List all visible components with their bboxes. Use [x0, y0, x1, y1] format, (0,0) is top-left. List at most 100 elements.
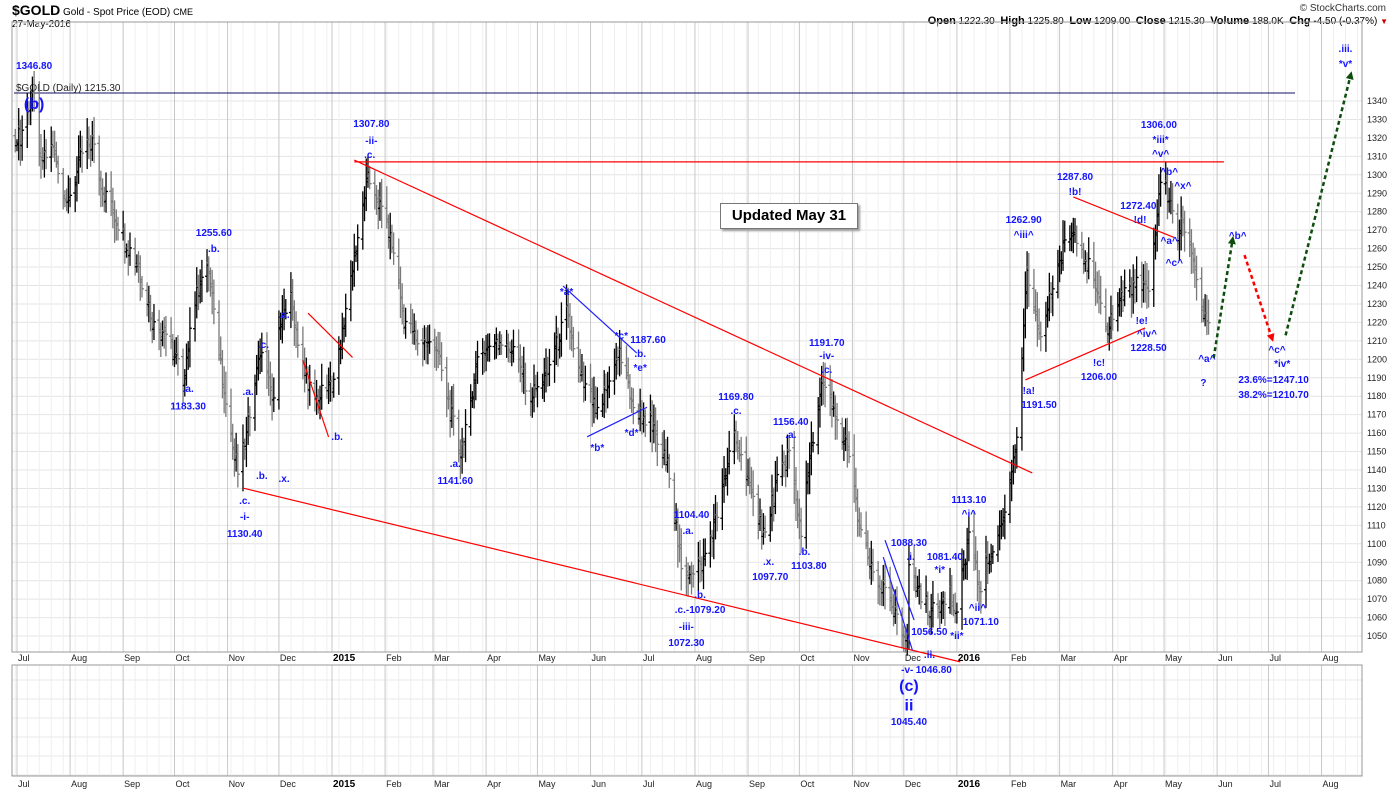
ohlc-bar	[391, 232, 396, 265]
x-tick-label: Nov	[853, 653, 870, 663]
ohlc-bar	[1182, 210, 1187, 252]
x-tick-label: Jun	[592, 653, 607, 663]
ohlc-bar	[1122, 269, 1127, 307]
y-tick-label: 1240	[1367, 281, 1387, 291]
wave-label: -i-	[240, 512, 249, 523]
trendline	[882, 556, 913, 651]
wave-label: .b.	[694, 590, 706, 601]
x-tick-label: May	[538, 653, 556, 663]
x-tick-label: Sep	[124, 653, 140, 663]
ohlc-bar	[187, 307, 192, 368]
ohlc-bar	[715, 502, 720, 532]
wave-label: (b)	[24, 96, 44, 113]
ohlc-bar	[739, 436, 744, 471]
y-tick-label: 1210	[1367, 336, 1387, 346]
ohlc-bar	[1206, 299, 1211, 335]
wave-label: 1262.90	[1006, 215, 1043, 226]
ohlc-bar	[703, 538, 708, 567]
ohlc-bar	[942, 591, 947, 626]
ohlc-bar	[859, 512, 864, 538]
ohlc-bar	[56, 155, 61, 184]
y-tick-label: 1290	[1367, 188, 1387, 198]
ohlc-bar	[439, 342, 444, 382]
wave-label: 1287.80	[1057, 172, 1094, 183]
wave-label: !c!	[1093, 358, 1105, 369]
wave-label: -iv-	[819, 351, 834, 362]
wave-label: -v-	[901, 665, 913, 676]
ohlc-bar	[68, 177, 73, 208]
wave-label: .b.	[331, 432, 343, 443]
wave-label: .a.	[279, 310, 290, 321]
wave-label: !e!	[1136, 316, 1148, 327]
x-tick-label: Jul	[18, 653, 30, 663]
x-tick-label: Dec	[280, 653, 297, 663]
wave-label: 1103.80	[791, 561, 827, 572]
wave-label: ^b^	[1160, 167, 1178, 178]
forecast-arrows	[1212, 71, 1354, 359]
ohlc-bar	[451, 383, 456, 436]
ohlc-bar	[199, 259, 204, 303]
wave-label: .x.	[279, 474, 290, 485]
ohlc-bar	[1086, 237, 1091, 280]
ohlc-bar	[44, 139, 49, 170]
ohlc-bar	[343, 293, 348, 337]
wave-label: 1072.30	[668, 638, 705, 649]
trendline	[884, 539, 915, 621]
wave-label: 23.6%=1247.10	[1238, 375, 1309, 386]
y-tick-label: 1120	[1367, 502, 1386, 512]
x-tick-label: Nov	[853, 779, 870, 789]
y-tick-label: 1180	[1367, 391, 1386, 401]
y-tick-label: 1220	[1367, 317, 1387, 327]
y-tick-label: 1070	[1367, 594, 1387, 604]
ohlc-bar	[811, 431, 816, 453]
y-tick-label: 1140	[1367, 465, 1386, 475]
ohlc-bar	[727, 430, 732, 475]
x-tick-label: Mar	[434, 779, 450, 789]
ohlc-bar	[966, 515, 971, 562]
ohlc-bar	[487, 333, 492, 362]
y-tick-label: 1280	[1367, 207, 1387, 217]
ohlc-bar	[1002, 494, 1007, 540]
lower-pane-frame	[11, 664, 1363, 777]
wave-label: *c*	[615, 331, 628, 342]
ohlc-bar	[667, 453, 672, 489]
wave-label: .ii.	[924, 650, 935, 661]
wave-label: -ii-	[365, 136, 377, 147]
ohlc-bar	[151, 304, 156, 341]
wave-label: .b.	[256, 471, 268, 482]
trendline	[242, 487, 961, 663]
wave-label: 1255.60	[196, 228, 233, 239]
trendline	[354, 159, 1033, 474]
wave-label: .a.	[183, 384, 194, 395]
high-label: High	[1000, 15, 1025, 27]
ohlc-bar	[80, 135, 85, 173]
ohlc-bar	[235, 444, 240, 488]
ohlc-bar	[655, 420, 660, 467]
ohlc-bar	[32, 70, 37, 112]
x-tick-label: Aug	[696, 779, 712, 789]
wave-label: ?	[1200, 378, 1206, 389]
ohlc-bar	[871, 548, 875, 582]
x-tick-label: Oct	[800, 653, 815, 663]
wave-label: .c.-1079.20	[675, 605, 726, 616]
x-tick-label: Jul	[18, 779, 30, 789]
x-tick-label: Jun	[592, 779, 607, 789]
y-tick-label: 1230	[1367, 299, 1387, 309]
wave-label: 1169.80	[718, 392, 754, 403]
ohlc-bar	[763, 515, 768, 539]
chart-date: 27-May-2016	[12, 19, 71, 30]
wave-label: 1113.10	[951, 495, 986, 506]
wave-label: .b.	[634, 349, 646, 360]
y-tick-label: 1300	[1367, 170, 1387, 180]
wave-label: *ii*	[950, 631, 963, 642]
x-tick-label: Apr	[487, 779, 501, 789]
wave-label: !a!	[1023, 386, 1035, 397]
wave-label: .a.	[243, 387, 254, 398]
x-tick-label: 2015	[333, 779, 356, 790]
trendlines	[242, 159, 1224, 663]
x-tick-label: Dec	[280, 779, 297, 789]
ohlc-bar	[583, 365, 588, 401]
x-tick-label: Apr	[487, 653, 501, 663]
wave-label: 1228.50	[1131, 343, 1168, 354]
x-tick-label: Oct	[800, 779, 815, 789]
